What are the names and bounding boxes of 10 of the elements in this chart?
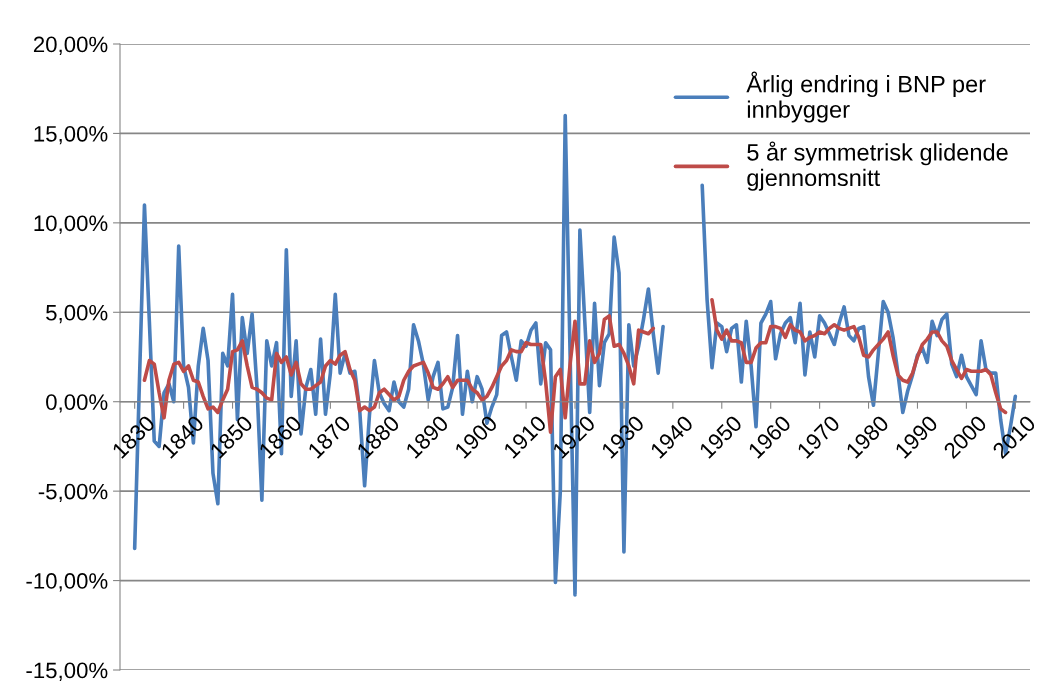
y-tick-label: 0,00%	[46, 394, 108, 413]
y-tick-label: 5,00%	[46, 304, 108, 324]
y-tick-label: 10,00%	[34, 215, 108, 234]
y-tick-label: 15,00%	[34, 125, 108, 145]
y-tick-label: -10,00%	[26, 573, 108, 592]
y-tick-label: -5,00%	[38, 483, 108, 503]
legend-label: 5 år symmetrisk glidende gjennomsnitt	[747, 141, 1008, 191]
y-tick-label: -15,00%	[26, 662, 108, 681]
legend-label: Årlig endring i BNP per innbygger	[746, 71, 986, 123]
y-tick-label: 20,00%	[33, 36, 108, 55]
